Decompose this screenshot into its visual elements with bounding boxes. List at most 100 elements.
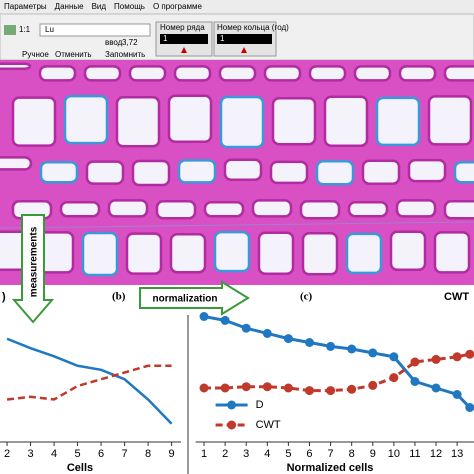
legend-label: D	[256, 399, 264, 411]
cell	[299, 200, 341, 220]
marker	[389, 352, 399, 362]
cell	[38, 65, 77, 82]
cell	[398, 65, 437, 82]
line	[6, 364, 172, 401]
x-tick-label: 9	[169, 448, 175, 460]
x-tick-label: 2	[222, 448, 228, 460]
marker	[199, 383, 209, 393]
cell	[323, 95, 369, 147]
arrow	[11, 214, 55, 324]
arrow-label: normalization	[152, 294, 217, 305]
marker	[410, 377, 420, 386]
cell	[315, 160, 355, 186]
x-tick-label: 1	[201, 448, 207, 460]
cell	[453, 160, 474, 184]
field-value: Lu	[45, 25, 54, 34]
marker	[220, 383, 230, 393]
x-tick-label: 4	[51, 448, 57, 460]
cell	[173, 65, 212, 82]
menu-item[interactable]: Вид	[92, 2, 107, 11]
legend-marker	[227, 420, 237, 430]
menu-item[interactable]: Данные	[55, 2, 84, 11]
cell	[131, 159, 171, 187]
panel-label: (c)	[300, 291, 313, 303]
cell	[83, 65, 122, 82]
marker	[465, 403, 474, 412]
cell	[81, 231, 119, 277]
cell	[407, 158, 447, 183]
menu-item[interactable]: Помощь	[114, 2, 145, 11]
arrow	[139, 280, 250, 316]
marker	[326, 386, 336, 396]
cell	[308, 65, 347, 82]
x-tick-label: 7	[328, 448, 334, 460]
cell	[125, 232, 163, 275]
menu-item[interactable]: Параметры	[4, 2, 47, 11]
cell	[257, 231, 295, 275]
cell	[39, 160, 79, 184]
menu-bar	[0, 0, 474, 14]
marker	[262, 382, 272, 392]
row-field[interactable]	[160, 34, 208, 44]
marker	[452, 352, 462, 362]
line	[6, 337, 173, 425]
x-tick-label: 4	[264, 448, 270, 460]
x-tick-label: 8	[349, 448, 355, 460]
marker	[304, 386, 314, 396]
cell	[219, 95, 265, 149]
chart-panel	[0, 285, 474, 474]
marker	[241, 382, 251, 392]
marker	[410, 357, 420, 367]
row-value: 1	[163, 34, 168, 43]
marker	[368, 348, 378, 358]
x-axis-label: Normalized cells	[287, 462, 374, 474]
button[interactable]: Отменить	[55, 50, 92, 59]
marker	[368, 380, 378, 390]
cell	[203, 200, 245, 218]
input-label: ввод	[105, 38, 123, 47]
x-tick-label: 6	[98, 448, 104, 460]
x-tick-label: 10	[388, 448, 400, 460]
x-tick-label: 5	[75, 448, 81, 460]
marker	[347, 344, 357, 354]
x-tick-label: 3	[243, 448, 249, 460]
cell	[59, 200, 101, 218]
x-axis-label: Cells	[67, 462, 93, 474]
cell	[375, 96, 421, 147]
cell	[177, 159, 217, 184]
x-tick-label: 13	[451, 448, 463, 460]
cell	[271, 96, 317, 146]
cell	[213, 230, 251, 273]
button[interactable]: Запомнить	[105, 50, 145, 59]
arrow-label: measurements	[29, 226, 40, 297]
arrow-icon[interactable]	[241, 47, 247, 53]
legend-label: CWT	[256, 419, 281, 431]
cell	[218, 65, 257, 82]
ring-value: 1	[220, 34, 225, 43]
cell	[251, 199, 293, 218]
cells	[0, 62, 474, 277]
ring-field[interactable]	[217, 34, 272, 44]
menu-item[interactable]: О программе	[153, 2, 202, 11]
cell	[395, 199, 437, 218]
x-tick-label: 12	[430, 448, 442, 460]
button[interactable]: Ручное	[22, 50, 49, 59]
text-field[interactable]	[39, 23, 151, 37]
menu: Параметры Данные Вид Помощь О программе	[4, 2, 202, 11]
cell	[443, 200, 474, 220]
cell	[11, 96, 57, 147]
cell	[433, 231, 471, 274]
arrow-icon[interactable]	[181, 47, 187, 53]
x-tick-label: 11	[409, 448, 420, 460]
cell	[167, 94, 213, 144]
cell	[389, 230, 427, 272]
panel-label: )	[2, 291, 6, 303]
x-tick-label: 5	[285, 448, 291, 460]
zoom-label[interactable]: 1:1	[19, 25, 31, 34]
cell	[128, 65, 167, 82]
x-tick-label: 8	[145, 448, 151, 460]
cell	[361, 159, 401, 185]
cell	[301, 232, 339, 276]
marker	[283, 383, 293, 393]
cell	[63, 94, 109, 145]
